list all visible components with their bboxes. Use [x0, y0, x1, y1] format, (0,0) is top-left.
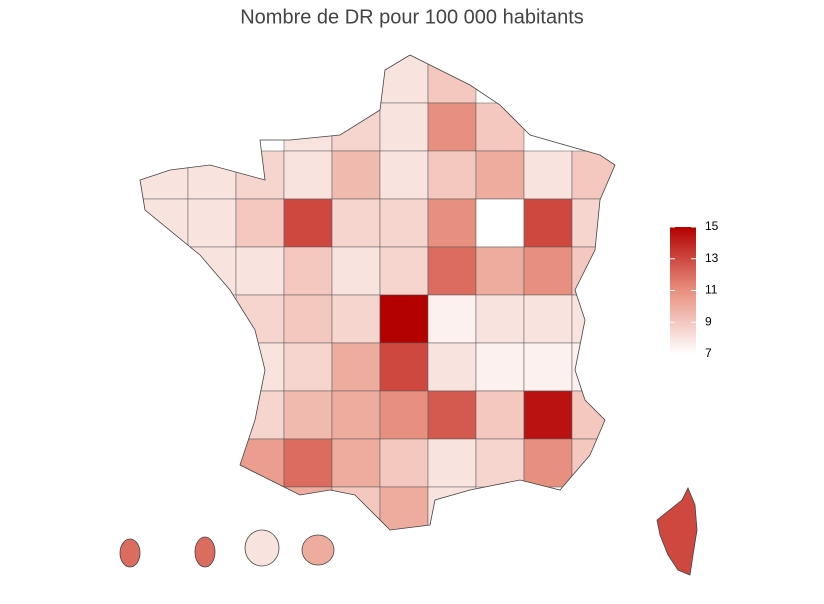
- department: [235, 438, 285, 488]
- department: [523, 246, 573, 296]
- department: [523, 390, 573, 440]
- department: [427, 438, 477, 488]
- department: [379, 390, 429, 440]
- department: [427, 150, 477, 200]
- department: [331, 294, 381, 344]
- department: [475, 246, 525, 296]
- legend-tick-label: 15: [705, 219, 719, 233]
- france-outline: [139, 54, 616, 531]
- department: [475, 438, 525, 488]
- department: [331, 438, 381, 488]
- department: [331, 342, 381, 392]
- department: [283, 342, 333, 392]
- department: [475, 102, 525, 152]
- department: [331, 246, 381, 296]
- department: [379, 102, 429, 152]
- department: [331, 486, 381, 530]
- department: [283, 150, 333, 200]
- department: [283, 390, 333, 440]
- department: [379, 342, 429, 392]
- department: [523, 150, 573, 200]
- department: [283, 246, 333, 296]
- department: [379, 246, 429, 296]
- department: [571, 150, 615, 200]
- department: [571, 246, 615, 296]
- department: [379, 438, 429, 488]
- department: [571, 438, 615, 488]
- department: [331, 198, 381, 248]
- department: [187, 246, 237, 296]
- department: [427, 246, 477, 296]
- department: [427, 198, 477, 248]
- department: [283, 438, 333, 488]
- legend-tick-label: 11: [705, 283, 718, 297]
- department: [331, 102, 381, 152]
- chart-title: Nombre de DR pour 100 000 habitants: [240, 6, 584, 28]
- department: [427, 486, 477, 530]
- department: [283, 486, 333, 530]
- legend-tick-label: 13: [705, 251, 719, 265]
- department: [235, 390, 285, 440]
- department: [475, 342, 525, 392]
- department: [235, 150, 285, 200]
- department: [427, 102, 477, 152]
- overseas-department: [301, 534, 335, 566]
- department: [235, 246, 285, 296]
- department: [571, 390, 615, 440]
- department: [379, 150, 429, 200]
- department: [427, 55, 477, 104]
- department: [475, 150, 525, 200]
- corsica: [656, 487, 698, 576]
- department: [475, 390, 525, 440]
- department: [187, 198, 237, 248]
- department: [140, 150, 189, 200]
- department: [379, 486, 429, 530]
- department: [379, 198, 429, 248]
- overseas-department: [194, 536, 216, 568]
- overseas-department: [244, 529, 280, 567]
- department: [331, 150, 381, 200]
- departments: [140, 55, 615, 530]
- department: [331, 390, 381, 440]
- department: [475, 294, 525, 344]
- department: [523, 198, 573, 248]
- legend-tick-label: 7: [705, 346, 712, 360]
- department: [187, 150, 237, 200]
- department: [283, 198, 333, 248]
- overseas-department: [119, 538, 141, 568]
- department: [379, 55, 429, 104]
- department: [283, 294, 333, 344]
- department: [475, 198, 525, 248]
- department: [283, 102, 333, 152]
- department: [523, 294, 573, 344]
- department: [427, 294, 477, 344]
- legend-tick-label: 9: [705, 314, 712, 328]
- department: [523, 438, 573, 488]
- department: [427, 342, 477, 392]
- department: [235, 198, 285, 248]
- department: [235, 294, 285, 344]
- department: [523, 342, 573, 392]
- department: [379, 294, 429, 344]
- department: [427, 390, 477, 440]
